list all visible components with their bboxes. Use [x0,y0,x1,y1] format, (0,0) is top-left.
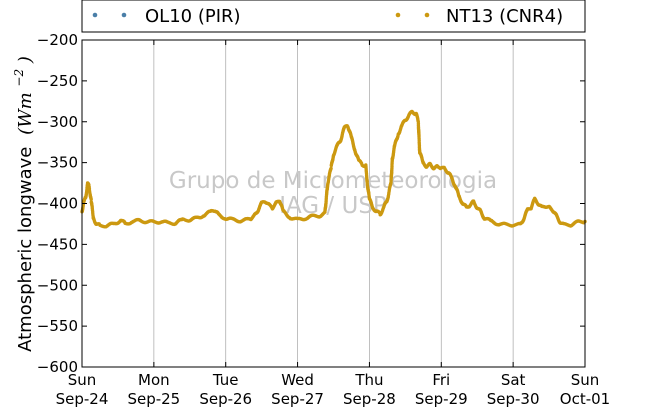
x-tick-label-day: Wed [281,371,314,389]
legend-marker-ol10 [92,12,98,18]
x-tick-label-day: Sat [501,371,526,389]
x-tick-label-date: Sep-25 [127,390,180,408]
y-tick-label: −400 [37,195,78,213]
x-tick-label-date: Sep-27 [271,390,324,408]
x-gridlines [153,40,514,367]
y-tick-label: −300 [37,113,78,131]
x-tick-label-day: Mon [138,371,170,389]
x-tick-label-date: Sep-29 [415,390,468,408]
x-tick-label-date: Oct-01 [560,390,610,408]
x-tick-label-date: Sep-26 [199,390,252,408]
x-tick-label-day: Thu [354,371,383,389]
y-axis-label-unit-close: ) [15,56,36,64]
watermark: Grupo de Micrometeorologia IAG / USP [169,168,497,219]
x-axis: SunSep-24MonSep-25TueSep-26WedSep-27ThuS… [56,40,610,408]
y-tick-label: −250 [37,72,78,90]
y-axis-label-text: Atmospheric longwave [15,147,36,352]
x-tick-label-day: Sun [68,371,97,389]
x-tick-label-date: Sep-24 [56,390,109,408]
legend: OL10 (PIR) NT13 (CNR4) [81,0,586,33]
legend-marker-nt13 [395,12,401,18]
legend-marker-nt13 [424,12,430,18]
data-point [89,197,93,202]
y-tick-label: −450 [37,235,78,253]
watermark-line-1: Grupo de Micrometeorologia [169,168,497,194]
y-tick-label: −350 [37,154,78,172]
data-points [80,109,587,229]
legend-marker-ol10 [121,12,127,18]
data-point [329,166,333,171]
y-tick-label: −500 [37,276,78,294]
x-tick-label-day: Fri [432,371,450,389]
x-tick-label-date: Sep-28 [343,390,396,408]
y-tick-label: −200 [37,31,78,49]
y-tick-label: −600 [37,358,78,376]
legend-label-ol10: OL10 (PIR) [145,6,241,27]
x-tick-label-date: Sep-30 [487,390,540,408]
x-tick-label-day: Sun [571,371,600,389]
y-axis-label: Atmospheric longwave (Wm −2 ) [7,56,36,352]
y-tick-label: −550 [37,317,78,335]
y-axis-label-unit-exp: −2 [12,69,26,87]
y-axis-label-unit: (Wm [15,92,36,135]
x-tick-label-day: Tue [212,371,239,389]
y-axis: −200 −250 −300 −350 −400 −450 −500 −550 −600 [37,31,585,376]
legend-label-nt13: NT13 (CNR4) [446,6,563,27]
